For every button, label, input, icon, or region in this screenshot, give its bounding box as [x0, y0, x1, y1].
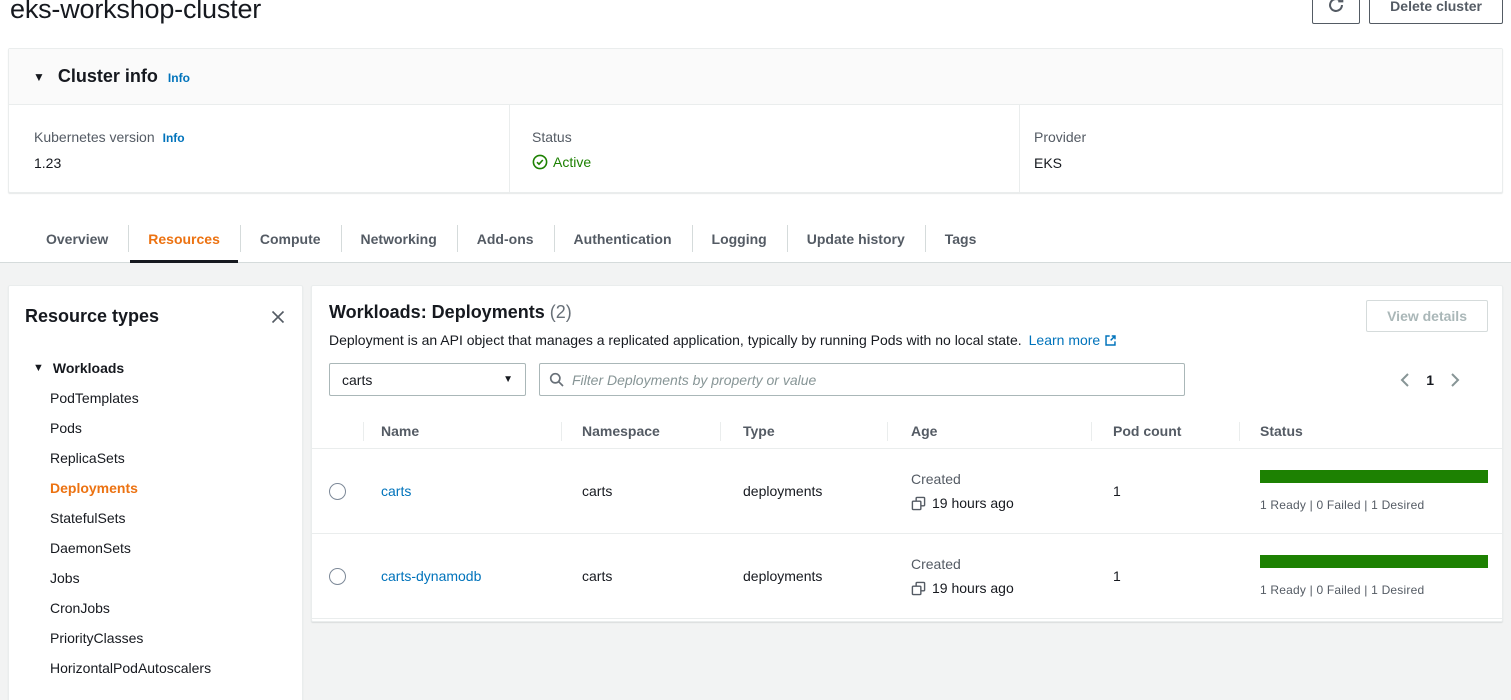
deployments-title: Workloads: Deployments (2) — [329, 302, 572, 322]
filter-search-input[interactable] — [572, 371, 1175, 388]
dropdown-caret-icon: ▼ — [503, 374, 513, 385]
page-header: eks-workshop-cluster Delete cluster — [0, 0, 1511, 44]
deployment-type: deployments — [743, 483, 823, 499]
sidebar-item-pods[interactable]: Pods — [50, 420, 82, 436]
column-header-type: Type — [720, 414, 887, 448]
tab-tags[interactable]: Tags — [924, 215, 997, 262]
resource-types-tree: ▼ Workloads PodTemplates Pods ReplicaSet… — [9, 353, 302, 683]
deployment-namespace: carts — [582, 568, 613, 584]
next-page-icon[interactable] — [1448, 372, 1462, 388]
status-text: 1 Ready | 0 Failed | 1 Desired — [1260, 583, 1425, 597]
cluster-info-info-link[interactable]: Info — [167, 70, 190, 85]
tab-add-ons[interactable]: Add-ons — [456, 215, 554, 262]
deployment-age: Created 19 hours ago — [911, 556, 1014, 596]
deployment-age: Created 19 hours ago — [911, 471, 1014, 511]
sidebar-item-horizontalpodautoscalers[interactable]: HorizontalPodAutoscalers — [50, 660, 212, 676]
check-circle-icon — [532, 154, 548, 170]
status-value: Active — [553, 154, 592, 170]
sidebar-item-replicasets[interactable]: ReplicaSets — [50, 450, 125, 466]
pagination: 1 — [1398, 372, 1486, 388]
status-bar — [1260, 470, 1488, 483]
deployment-namespace: carts — [582, 483, 613, 499]
cluster-info-body: Kubernetes version Info 1.23 Status Acti… — [9, 105, 1502, 193]
table-row: carts carts deployments Created 19 hours… — [312, 449, 1502, 534]
learn-more-link[interactable]: Learn more — [1028, 332, 1101, 348]
resource-types-title: Resource types — [25, 306, 160, 326]
sidebar-item-jobs[interactable]: Jobs — [50, 570, 80, 586]
deployment-name-link[interactable]: carts-dynamodb — [381, 568, 482, 584]
tree-group-workloads[interactable]: ▼ Workloads — [33, 360, 125, 376]
deployment-status: 1 Ready | 0 Failed | 1 Desired — [1239, 555, 1502, 597]
current-page-number[interactable]: 1 — [1426, 371, 1434, 388]
refresh-button[interactable] — [1312, 0, 1361, 24]
collapse-icon[interactable]: ▼ — [33, 69, 45, 84]
status-label: Status — [532, 129, 572, 145]
kubernetes-version-label: Kubernetes version — [34, 129, 155, 145]
table-row: carts-dynamodb carts deployments Created… — [312, 534, 1502, 619]
tab-resources[interactable]: Resources — [128, 215, 240, 263]
tab-update-history[interactable]: Update history — [786, 215, 925, 262]
sidebar-item-statefulsets[interactable]: StatefulSets — [50, 510, 126, 526]
delete-cluster-button[interactable]: Delete cluster — [1369, 0, 1503, 24]
view-details-button[interactable]: View details — [1366, 300, 1488, 332]
row-select-radio[interactable] — [329, 567, 346, 585]
cluster-info-title: Cluster info — [57, 66, 158, 86]
deployment-status: 1 Ready | 0 Failed | 1 Desired — [1239, 470, 1502, 512]
header-actions: Delete cluster — [1312, 0, 1503, 24]
column-header-namespace: Namespace — [561, 414, 720, 448]
deployment-pod-count: 1 — [1113, 483, 1121, 499]
sidebar-item-deployments[interactable]: Deployments — [50, 480, 138, 496]
provider-label: Provider — [1034, 129, 1087, 145]
deployment-name-link[interactable]: carts — [381, 483, 412, 499]
chevron-down-icon: ▼ — [33, 362, 44, 374]
tab-logging[interactable]: Logging — [691, 215, 787, 262]
deployment-pod-count: 1 — [1113, 568, 1121, 584]
cluster-tabs: Overview Resources Compute Networking Ad… — [0, 215, 1511, 263]
column-header-age: Age — [887, 414, 1091, 448]
close-icon[interactable] — [270, 309, 286, 325]
tab-overview[interactable]: Overview — [46, 230, 109, 247]
status-bar — [1260, 555, 1488, 568]
kubernetes-version-field: Kubernetes version Info 1.23 — [9, 105, 509, 193]
deployments-table: Name Namespace Type Age Pod count Status… — [312, 414, 1502, 619]
filter-namespace-dropdown[interactable]: carts ▼ — [329, 363, 526, 396]
search-icon — [549, 372, 565, 388]
kubernetes-version-value: 1.23 — [34, 155, 62, 171]
copy-icon[interactable] — [911, 496, 926, 511]
tab-authentication[interactable]: Authentication — [553, 215, 692, 262]
sidebar-item-priorityclasses[interactable]: PriorityClasses — [50, 630, 144, 646]
kubernetes-version-info-link[interactable]: Info — [162, 131, 185, 145]
sidebar-item-cronjobs[interactable]: CronJobs — [50, 600, 110, 616]
provider-value: EKS — [1034, 155, 1063, 171]
provider-field: Provider EKS — [1019, 105, 1502, 193]
external-link-icon — [1104, 334, 1117, 350]
resource-types-panel: Resource types ▼ Workloads PodTemplates … — [8, 285, 303, 700]
filter-row: carts ▼ 1 — [329, 363, 1486, 396]
filter-search — [539, 363, 1185, 396]
refresh-icon — [1327, 0, 1345, 17]
tab-compute[interactable]: Compute — [239, 215, 341, 262]
status-text: 1 Ready | 0 Failed | 1 Desired — [1260, 498, 1425, 512]
sidebar-item-daemonsets[interactable]: DaemonSets — [50, 540, 131, 556]
tab-networking[interactable]: Networking — [340, 215, 457, 262]
row-select-radio[interactable] — [329, 482, 346, 500]
deployments-panel: Workloads: Deployments (2) View details D… — [311, 285, 1503, 622]
table-header-row: Name Namespace Type Age Pod count Status — [312, 414, 1502, 449]
column-header-status: Status — [1239, 414, 1502, 448]
previous-page-icon[interactable] — [1398, 372, 1412, 388]
deployment-type: deployments — [743, 568, 823, 584]
column-header-name: Name — [363, 414, 561, 448]
cluster-info-header: ▼ Cluster info Info — [9, 49, 1502, 105]
status-field: Status Active — [509, 105, 1019, 193]
page-title: eks-workshop-cluster — [10, 0, 262, 24]
sidebar-item-podtemplates[interactable]: PodTemplates — [50, 390, 139, 406]
deployments-count: (2) — [549, 302, 572, 322]
deployments-description: Deployment is an API object that manages… — [329, 332, 1486, 350]
cluster-info-card: ▼ Cluster info Info Kubernetes version I… — [8, 48, 1503, 193]
copy-icon[interactable] — [911, 581, 926, 596]
column-header-pod-count: Pod count — [1091, 414, 1239, 448]
